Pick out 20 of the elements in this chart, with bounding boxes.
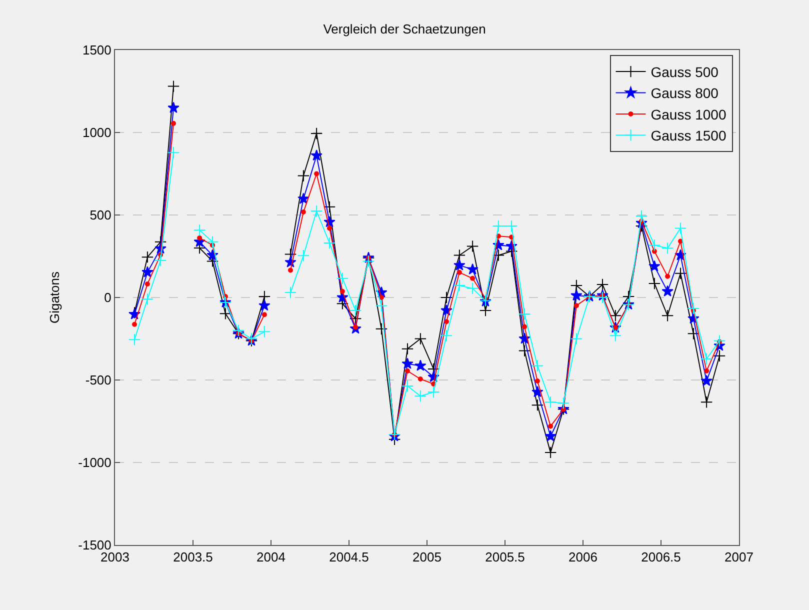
y-tick-label: 1000 xyxy=(82,125,112,140)
x-tick-label: 2005 xyxy=(412,550,442,565)
x-tick-label: 2003.5 xyxy=(173,550,213,565)
x-tick-label: 2006.5 xyxy=(641,550,681,565)
y-tick-label: 0 xyxy=(104,290,112,306)
legend-label: Gauss 800 xyxy=(650,85,719,102)
chart-title: Vergleich der Schaetzungen xyxy=(323,22,486,36)
legend-label: Gauss 1500 xyxy=(650,128,726,144)
y-tick-label: -1000 xyxy=(78,455,112,470)
x-tick-label: 2004 xyxy=(256,550,286,565)
legend-label: Gauss 500 xyxy=(650,64,719,80)
y-tick-label: 1500 xyxy=(82,42,112,58)
x-tick-label: 2004.5 xyxy=(329,550,369,565)
x-tick-label: 2007 xyxy=(724,550,754,565)
x-tick-label: 2005.5 xyxy=(485,550,525,565)
y-tick-label: 500 xyxy=(90,208,112,223)
legend-label: Gauss 1000 xyxy=(650,106,726,122)
y-axis-title: Gigatons xyxy=(47,270,62,324)
x-tick-label: 2006 xyxy=(568,550,598,565)
y-tick-label: -500 xyxy=(85,372,112,388)
